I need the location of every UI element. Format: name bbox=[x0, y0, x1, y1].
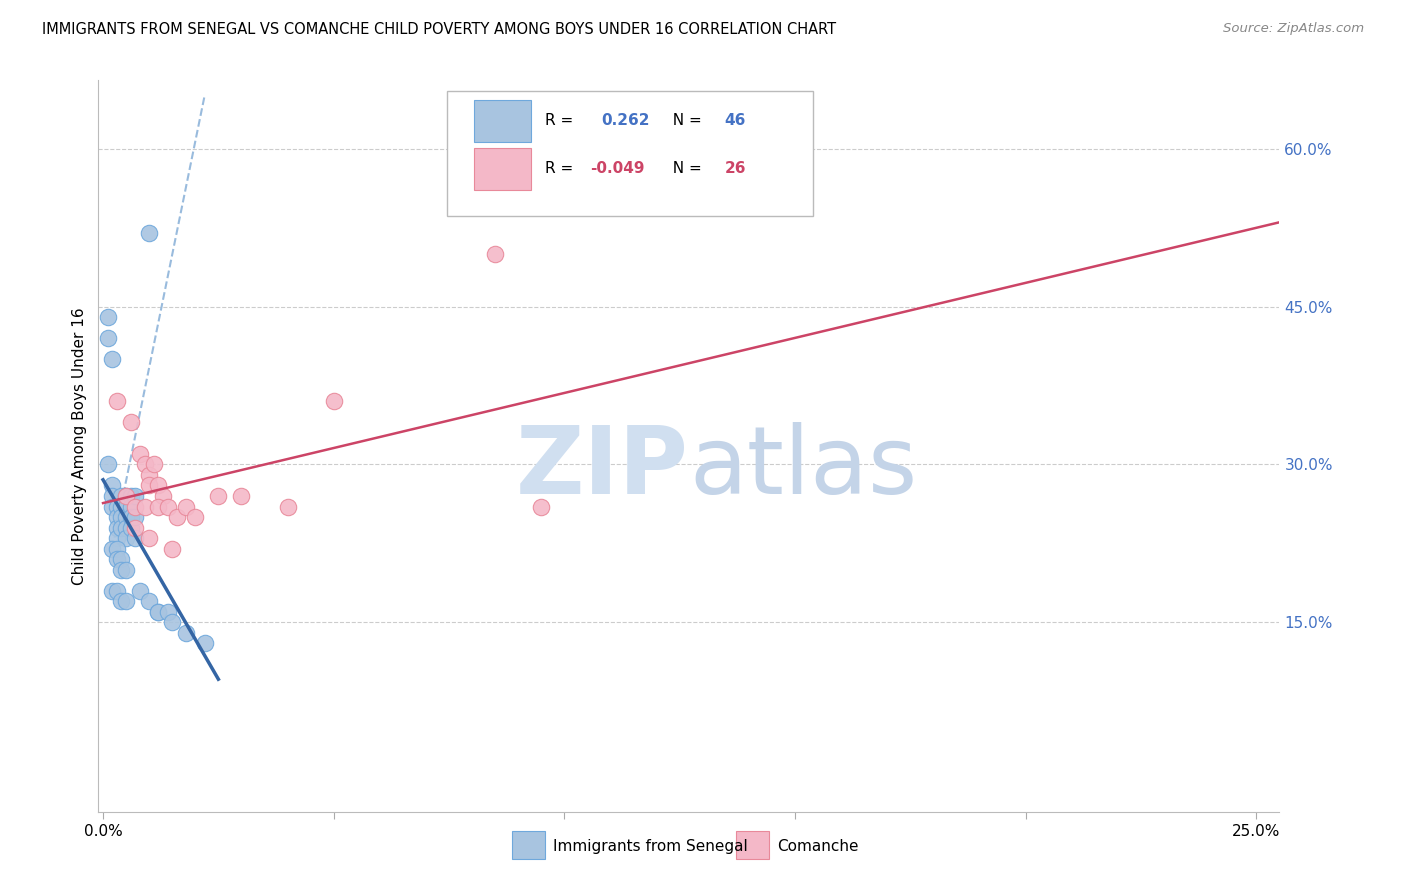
Point bbox=[115, 489, 138, 503]
Point bbox=[101, 478, 124, 492]
Point bbox=[110, 563, 132, 577]
Text: 26: 26 bbox=[724, 161, 745, 176]
Point bbox=[115, 500, 138, 514]
Point bbox=[162, 541, 183, 556]
Text: IMMIGRANTS FROM SENEGAL VS COMANCHE CHILD POVERTY AMONG BOYS UNDER 16 CORRELATIO: IMMIGRANTS FROM SENEGAL VS COMANCHE CHIL… bbox=[42, 22, 837, 37]
Point bbox=[166, 510, 188, 524]
Point bbox=[115, 520, 138, 534]
Point bbox=[101, 500, 124, 514]
Point bbox=[101, 541, 124, 556]
FancyBboxPatch shape bbox=[737, 831, 769, 859]
Point bbox=[277, 500, 299, 514]
Point bbox=[120, 489, 142, 503]
Point bbox=[97, 310, 120, 324]
Point bbox=[115, 531, 138, 545]
Point bbox=[124, 489, 146, 503]
Point bbox=[97, 331, 120, 345]
Point bbox=[129, 447, 152, 461]
Text: 0.262: 0.262 bbox=[602, 113, 650, 128]
Point bbox=[124, 510, 146, 524]
Point bbox=[207, 489, 229, 503]
Point bbox=[148, 500, 170, 514]
Text: ZIP: ZIP bbox=[516, 422, 689, 514]
Point bbox=[148, 605, 170, 619]
Point bbox=[110, 500, 132, 514]
Text: R =: R = bbox=[546, 161, 578, 176]
Point bbox=[138, 478, 160, 492]
Text: Source: ZipAtlas.com: Source: ZipAtlas.com bbox=[1223, 22, 1364, 36]
Point bbox=[110, 520, 132, 534]
Point bbox=[124, 531, 146, 545]
Point bbox=[184, 510, 207, 524]
Text: N =: N = bbox=[664, 161, 707, 176]
Point bbox=[142, 458, 165, 472]
Text: 46: 46 bbox=[724, 113, 745, 128]
Point bbox=[105, 510, 128, 524]
Point bbox=[138, 226, 160, 240]
Point bbox=[105, 541, 128, 556]
Point bbox=[134, 458, 156, 472]
Point bbox=[156, 605, 179, 619]
Point bbox=[120, 415, 142, 429]
Point bbox=[156, 500, 179, 514]
Point bbox=[174, 500, 197, 514]
Point bbox=[120, 520, 142, 534]
Point bbox=[134, 500, 156, 514]
Text: N =: N = bbox=[664, 113, 707, 128]
FancyBboxPatch shape bbox=[474, 100, 530, 143]
Point bbox=[138, 467, 160, 482]
Point bbox=[105, 531, 128, 545]
Point bbox=[322, 394, 344, 409]
Text: R =: R = bbox=[546, 113, 578, 128]
Point bbox=[105, 583, 128, 598]
Point bbox=[120, 500, 142, 514]
Point bbox=[105, 552, 128, 566]
Text: Immigrants from Senegal: Immigrants from Senegal bbox=[553, 838, 748, 854]
Y-axis label: Child Poverty Among Boys Under 16: Child Poverty Among Boys Under 16 bbox=[72, 307, 87, 585]
Point bbox=[115, 594, 138, 608]
Point bbox=[193, 636, 215, 650]
Point bbox=[484, 247, 506, 261]
Point bbox=[124, 500, 146, 514]
Point bbox=[138, 594, 160, 608]
Point bbox=[152, 489, 174, 503]
Point bbox=[105, 394, 128, 409]
Point bbox=[530, 500, 553, 514]
Point bbox=[148, 605, 170, 619]
Point bbox=[174, 625, 197, 640]
Point bbox=[105, 520, 128, 534]
FancyBboxPatch shape bbox=[447, 91, 813, 216]
Point bbox=[110, 510, 132, 524]
Point bbox=[115, 489, 138, 503]
Point bbox=[101, 583, 124, 598]
Point bbox=[120, 510, 142, 524]
Point bbox=[101, 489, 124, 503]
Point bbox=[101, 352, 124, 367]
Text: Comanche: Comanche bbox=[778, 838, 859, 854]
Point bbox=[138, 531, 160, 545]
Point bbox=[162, 615, 183, 630]
Point bbox=[110, 552, 132, 566]
Text: atlas: atlas bbox=[689, 422, 917, 514]
FancyBboxPatch shape bbox=[474, 147, 530, 190]
Point bbox=[97, 458, 120, 472]
Point bbox=[105, 500, 128, 514]
Point bbox=[115, 563, 138, 577]
Point bbox=[129, 583, 152, 598]
Point bbox=[148, 478, 170, 492]
FancyBboxPatch shape bbox=[512, 831, 546, 859]
Point bbox=[124, 520, 146, 534]
Point bbox=[231, 489, 253, 503]
Point bbox=[110, 489, 132, 503]
Point bbox=[110, 594, 132, 608]
Text: -0.049: -0.049 bbox=[589, 161, 644, 176]
Point bbox=[115, 510, 138, 524]
